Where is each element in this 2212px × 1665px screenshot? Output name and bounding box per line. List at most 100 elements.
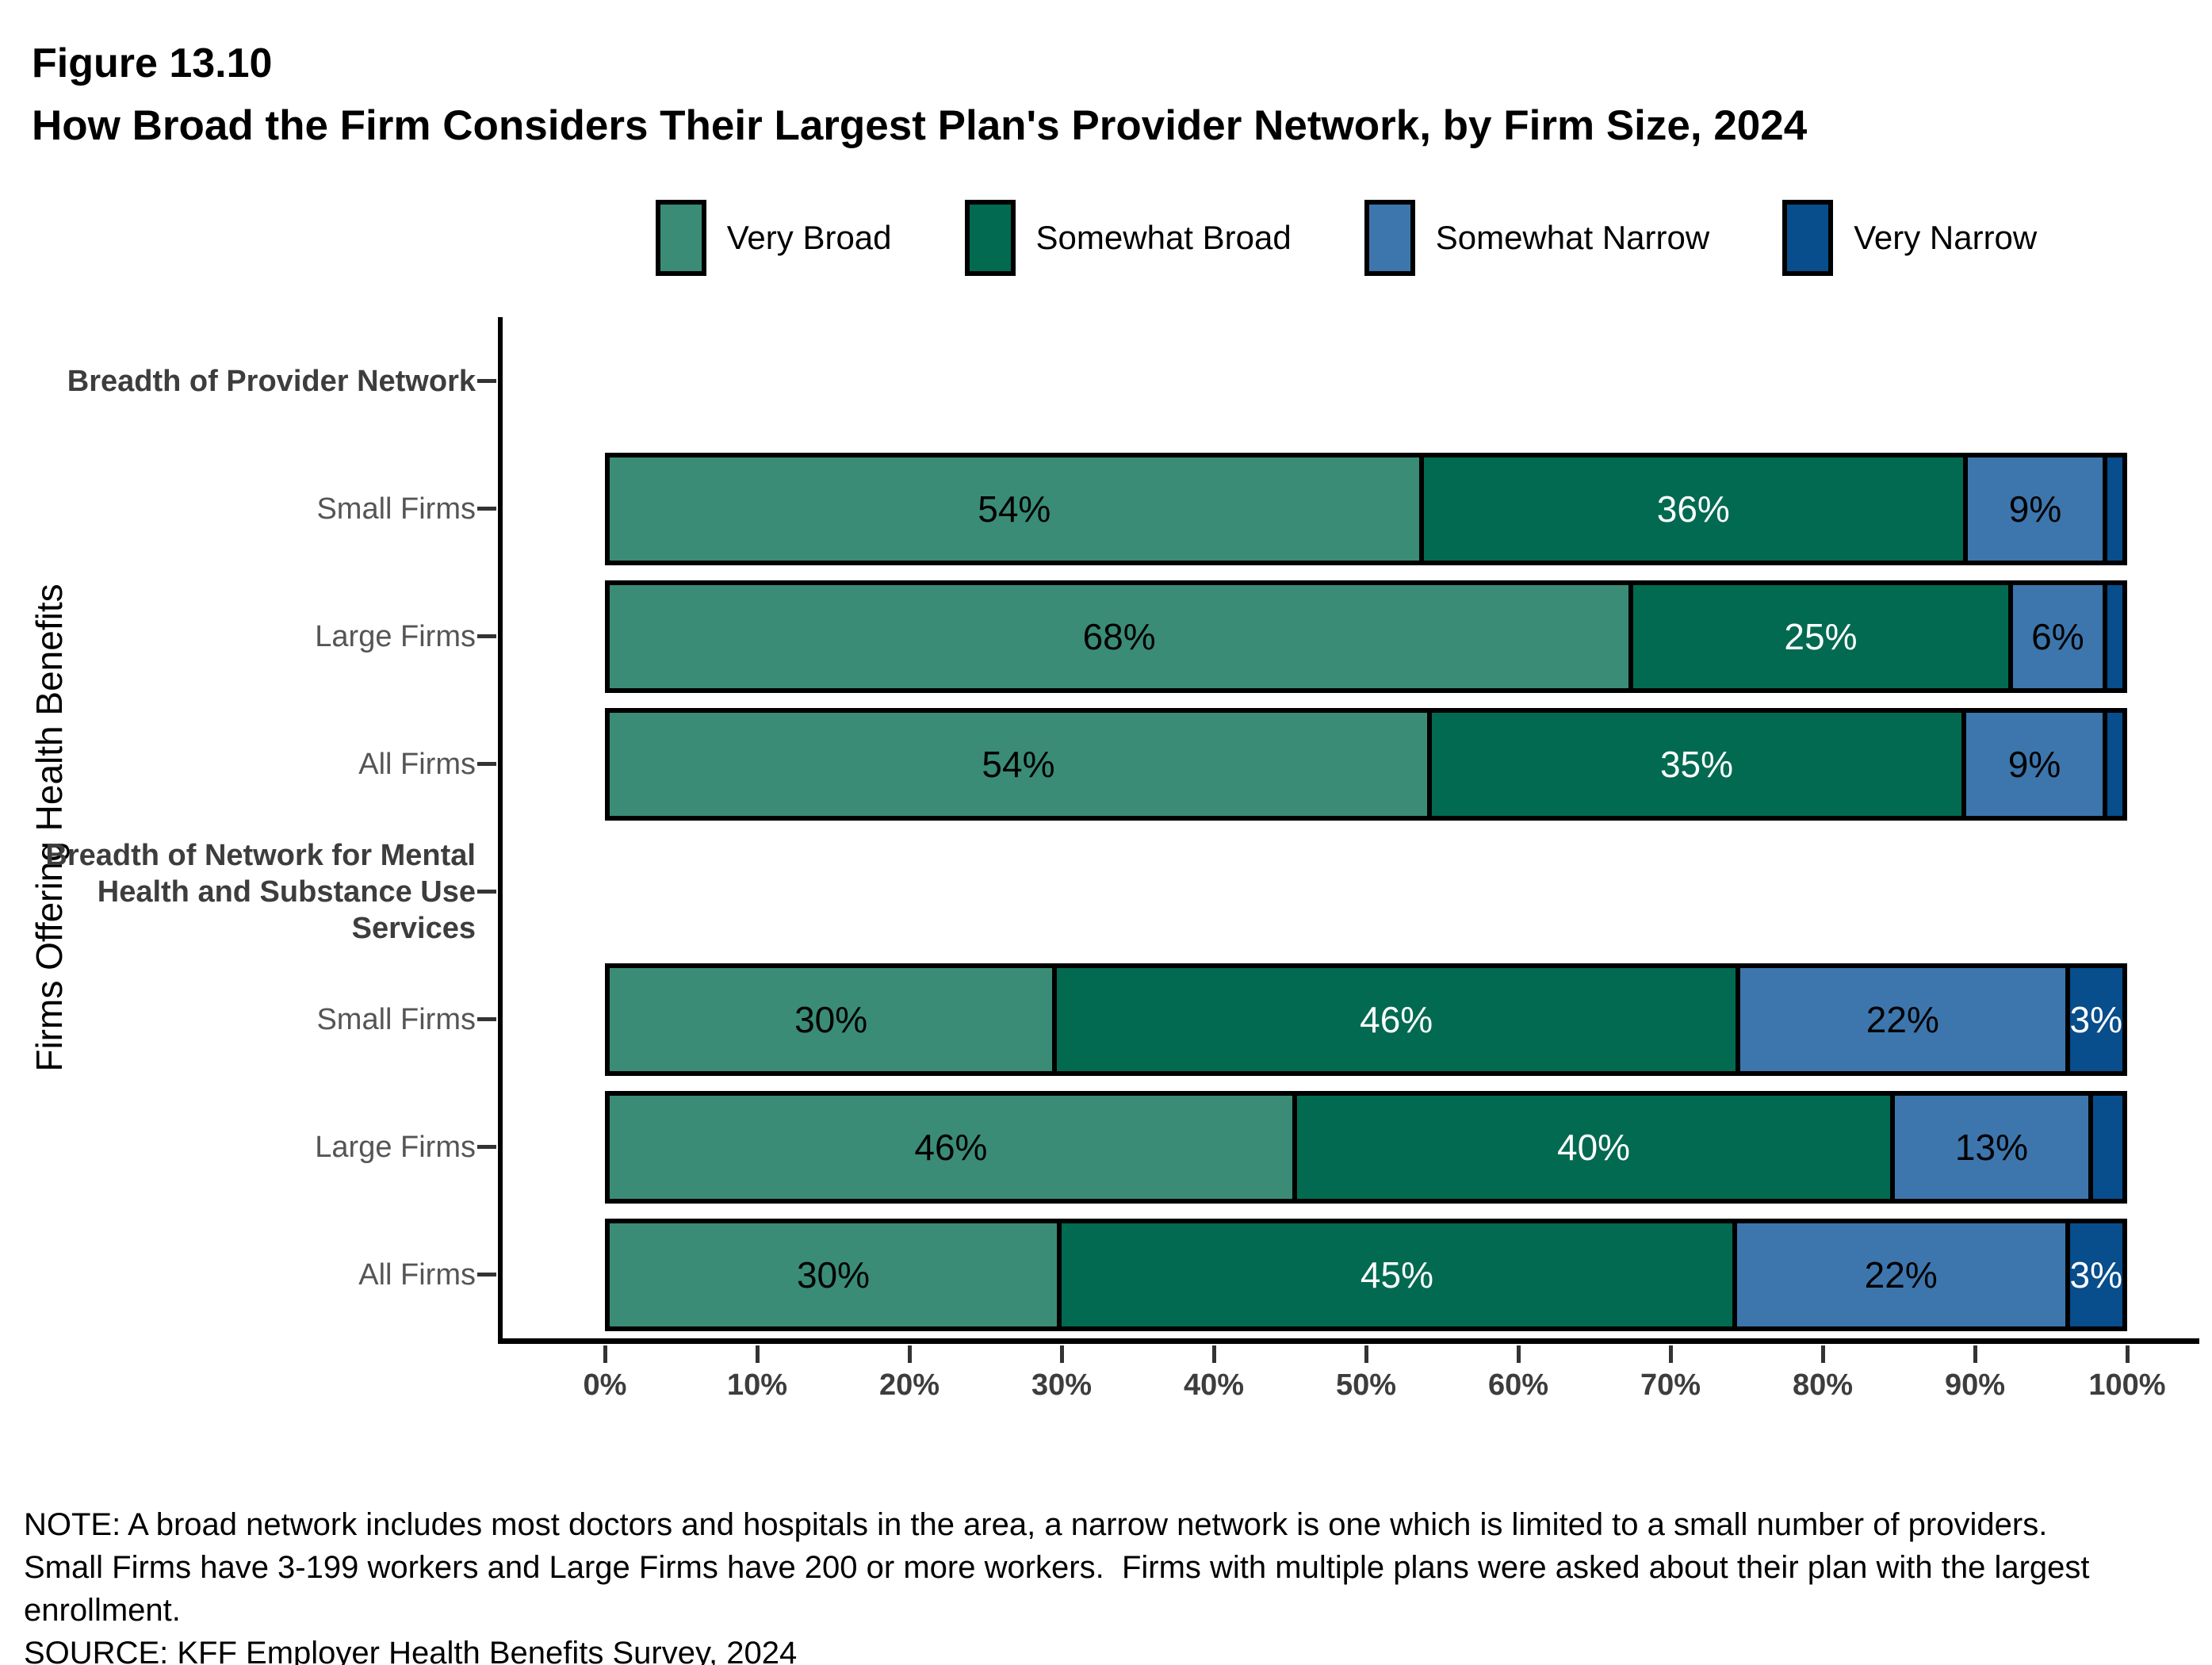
bar-row-large-firms-6: 46% 40% 13% <box>605 1090 2127 1204</box>
x-axis-tick-label: 100% <box>2088 1368 2166 1402</box>
y-axis-tick <box>477 762 496 766</box>
bar-segment-somewhat-broad: 35% <box>1431 712 1967 816</box>
category-header-label: Breadth of Provider Network <box>67 364 476 398</box>
legend-swatch-very-broad-icon <box>655 200 706 276</box>
legend-item-label: Very Broad <box>726 219 892 256</box>
bar-segment-very-broad: 68% <box>610 584 1634 688</box>
legend-item-label: Very Narrow <box>1854 219 2038 256</box>
legend-swatch-very-narrow-icon <box>1782 200 1834 276</box>
bar-segment-label: 9% <box>2008 488 2062 530</box>
bar-segment-somewhat-broad: 25% <box>1633 584 2013 688</box>
bar-segment-label: 54% <box>982 743 1055 785</box>
x-axis-tick-label: 50% <box>1335 1368 1397 1402</box>
bar-segment-very-narrow: 3% <box>2069 967 2122 1071</box>
legend-item-somewhat-broad: Somewhat Broad <box>964 200 1292 276</box>
y-axis-tick <box>477 890 496 894</box>
category-label: All Firms <box>358 1257 476 1292</box>
bar-segment-label: 54% <box>978 488 1051 530</box>
bar-segment-label: 68% <box>1082 615 1156 657</box>
x-axis-tick <box>1059 1345 1064 1363</box>
bar-segment-somewhat-narrow: 22% <box>1740 967 2070 1071</box>
bar-segment-label: 46% <box>914 1126 988 1168</box>
x-axis-tick-label: 30% <box>1031 1368 1093 1402</box>
category-label: Small Firms <box>316 1002 476 1036</box>
bar-segment-label: 35% <box>1659 743 1734 785</box>
bar-segment-label: 3% <box>2069 998 2122 1040</box>
y-axis-tick <box>477 1145 496 1149</box>
bar-segment-label: 30% <box>794 998 868 1040</box>
x-axis-tick-label: 0% <box>583 1368 627 1402</box>
bar-row-all-firms-7: 30% 45% 22% 3% <box>605 1218 2127 1331</box>
bar-segment-very-narrow <box>2092 1095 2122 1199</box>
bar-segment-somewhat-narrow: 9% <box>1966 712 2107 816</box>
bar-segment-somewhat-broad: 36% <box>1423 457 1968 561</box>
bar-segment-label: 46% <box>1360 998 1433 1040</box>
bar-segment-very-narrow: 3% <box>2069 1223 2122 1326</box>
bar-row-large-firms-2: 68% 25% 6% <box>605 580 2127 693</box>
bar-segment-label: 3% <box>2069 1254 2122 1296</box>
bar-segment-somewhat-broad: 45% <box>1061 1223 1737 1326</box>
bar-segment-somewhat-narrow: 22% <box>1736 1223 2070 1326</box>
y-axis-tick <box>477 634 496 638</box>
bar-segment-label: 30% <box>796 1254 871 1296</box>
bar-segment-very-narrow <box>2107 584 2123 688</box>
bar-segment-somewhat-narrow: 13% <box>1895 1095 2093 1199</box>
category-header-label: Breadth of Network for Mental Health and… <box>45 838 476 945</box>
y-axis-tick <box>477 1017 496 1021</box>
bar-segment-somewhat-broad: 46% <box>1057 967 1741 1071</box>
y-axis-tick <box>477 1273 496 1276</box>
plot-panel <box>498 317 2199 1344</box>
x-axis-tick-label: 40% <box>1183 1368 1245 1402</box>
x-axis-tick <box>1364 1345 1368 1363</box>
x-axis-tick-label: 90% <box>1944 1368 2006 1402</box>
bar-segment-very-broad: 30% <box>610 1223 1062 1326</box>
note-line: NOTE: A broad network includes most doct… <box>24 1507 2048 1542</box>
bar-segment-very-broad: 54% <box>610 457 1424 561</box>
legend-swatch-somewhat-broad-icon <box>964 200 1016 276</box>
legend-item-label: Somewhat Narrow <box>1435 219 1710 256</box>
legend-item-very-narrow: Very Narrow <box>1782 200 2037 276</box>
bar-segment-somewhat-broad: 40% <box>1296 1095 1896 1199</box>
x-axis-tick <box>1973 1345 1977 1363</box>
legend-item-label: Somewhat Broad <box>1035 219 1292 256</box>
bar-segment-very-broad: 54% <box>610 712 1432 816</box>
x-axis-tick <box>603 1345 607 1363</box>
notes: NOTE: A broad network includes most doct… <box>24 1503 2090 1665</box>
legend: Very Broad Somewhat Broad Somewhat Narrow V… <box>498 198 2195 278</box>
category-label: Large Firms <box>315 1130 476 1164</box>
x-axis-tick <box>1668 1345 1673 1363</box>
bar-row-small-firms-5: 30% 46% 22% 3% <box>605 963 2127 1076</box>
x-axis-tick-label: 60% <box>1487 1368 1549 1402</box>
legend-item-very-broad: Very Broad <box>655 200 892 276</box>
bar-segment-label: 22% <box>1866 998 1939 1040</box>
bar-segment-very-broad: 30% <box>610 967 1058 1071</box>
bar-segment-very-broad: 46% <box>610 1095 1297 1199</box>
bar-segment-label: 22% <box>1864 1254 1938 1296</box>
figure-title: How Broad the Firm Considers Their Large… <box>32 102 1808 149</box>
legend-swatch-somewhat-narrow-icon <box>1364 200 1415 276</box>
bar-segment-label: 40% <box>1557 1126 1631 1168</box>
note-line: enrollment. <box>24 1593 181 1628</box>
bar-segment-somewhat-narrow: 9% <box>1968 457 2108 561</box>
bar-segment-label: 9% <box>2007 743 2061 785</box>
bar-row-all-firms-3: 54% 35% 9% <box>605 707 2127 821</box>
category-label: Large Firms <box>315 619 476 653</box>
bar-segment-very-narrow <box>2107 712 2122 816</box>
y-axis-tick <box>477 507 496 511</box>
x-axis-tick-label: 70% <box>1640 1368 1701 1402</box>
x-axis-tick <box>907 1345 912 1363</box>
x-axis-tick <box>1820 1345 1825 1363</box>
bar-segment-label: 36% <box>1656 488 1730 530</box>
bar-segment-label: 6% <box>2031 615 2084 657</box>
legend-item-somewhat-narrow: Somewhat Narrow <box>1364 200 1709 276</box>
bar-segment-somewhat-narrow: 6% <box>2012 584 2108 688</box>
figure-number: Figure 13.10 <box>32 40 273 86</box>
x-axis-tick-label: 10% <box>726 1368 788 1402</box>
category-label: All Firms <box>358 747 476 781</box>
note-line: SOURCE: KFF Employer Health Benefits Sur… <box>24 1636 798 1665</box>
bar-segment-very-narrow <box>2107 457 2122 561</box>
x-axis-tick-label: 80% <box>1792 1368 1854 1402</box>
category-label: Small Firms <box>316 492 476 526</box>
x-axis-tick-label: 20% <box>878 1368 940 1402</box>
